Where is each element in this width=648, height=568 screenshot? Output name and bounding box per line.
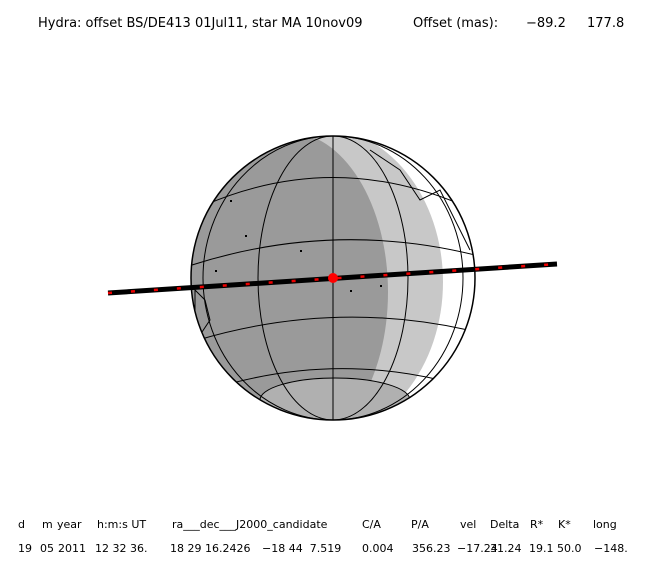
cell-value: 31.24 bbox=[490, 542, 522, 555]
column-header: year bbox=[57, 518, 82, 531]
cell-value: 0.004 bbox=[362, 542, 394, 555]
closest-approach bbox=[328, 273, 338, 283]
column-header: d bbox=[18, 518, 25, 531]
column-header: h:m:s UT bbox=[97, 518, 146, 531]
cell-value: 19.1 bbox=[529, 542, 554, 555]
cell-value: 12 32 36. bbox=[95, 542, 147, 555]
cell-value: −17.24 bbox=[457, 542, 498, 555]
column-header: R* bbox=[530, 518, 544, 531]
info-table: d m year h:m:s UT ra___dec___J2000_candidate… bbox=[18, 518, 628, 555]
globe-outline bbox=[190, 135, 476, 421]
column-header: K* bbox=[558, 518, 571, 531]
column-header: m bbox=[42, 518, 53, 531]
globe bbox=[191, 136, 475, 420]
cell-value: 2011 bbox=[58, 542, 86, 555]
offset-y: 177.8 bbox=[587, 16, 624, 31]
offset-label: Offset (mas): bbox=[413, 16, 498, 31]
column-header: C/A bbox=[362, 518, 381, 531]
cell-value: 05 bbox=[40, 542, 54, 555]
cell-value: 356.23 bbox=[412, 542, 451, 555]
column-header: Delta bbox=[490, 518, 519, 531]
cell-value: −148. bbox=[594, 542, 628, 555]
offset-x: −89.2 bbox=[526, 16, 566, 31]
cell-value: 19 bbox=[18, 542, 32, 555]
column-header: vel bbox=[460, 518, 476, 531]
column-header: ra___dec___J2000_candidate bbox=[172, 518, 328, 531]
column-header: long bbox=[593, 518, 617, 531]
cell-value: −18 44 7.519 bbox=[262, 542, 341, 555]
cell-value: 50.0 bbox=[557, 542, 582, 555]
column-header: P/A bbox=[411, 518, 429, 531]
title: Hydra: offset BS/DE413 01Jul11, star MA … bbox=[38, 16, 363, 31]
cell-value: 18 29 16.2426 bbox=[170, 542, 250, 555]
